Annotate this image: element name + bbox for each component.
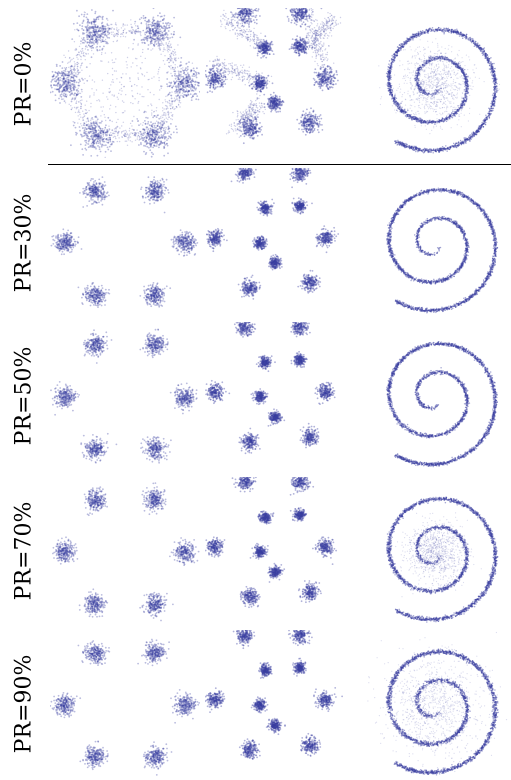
panel-pr30-hexagon (50, 176, 199, 308)
panel-pr0-spiral (378, 26, 501, 154)
panel-pr70-hexagon (52, 482, 200, 622)
row-label-pr-50: PR=50% (0, 318, 48, 473)
panel-pr70-spiral (385, 496, 499, 623)
panel-pr30-spiral (386, 187, 499, 314)
panel-pr90-scatter (205, 630, 343, 760)
panel-pr90-hexagon (50, 638, 200, 776)
panel-pr50-spiral (385, 341, 499, 468)
panel-pr90-spiral (367, 631, 508, 776)
panel-pr70-scatter (205, 477, 337, 609)
row-divider (48, 164, 511, 165)
row-label-pr-90: PR=90% (0, 628, 48, 779)
row-label-pr-70: PR=70% (0, 473, 48, 628)
row-label-pr-0: PR=0% (0, 8, 48, 160)
panel-pr0-scatter (205, 8, 342, 145)
panel-pr50-hexagon (50, 328, 198, 464)
row-label-pr-30: PR=30% (0, 168, 48, 318)
panel-pr50-scatter (205, 322, 336, 455)
panel-pr30-scatter (206, 168, 340, 300)
panel-pr0-hexagon (50, 8, 200, 158)
